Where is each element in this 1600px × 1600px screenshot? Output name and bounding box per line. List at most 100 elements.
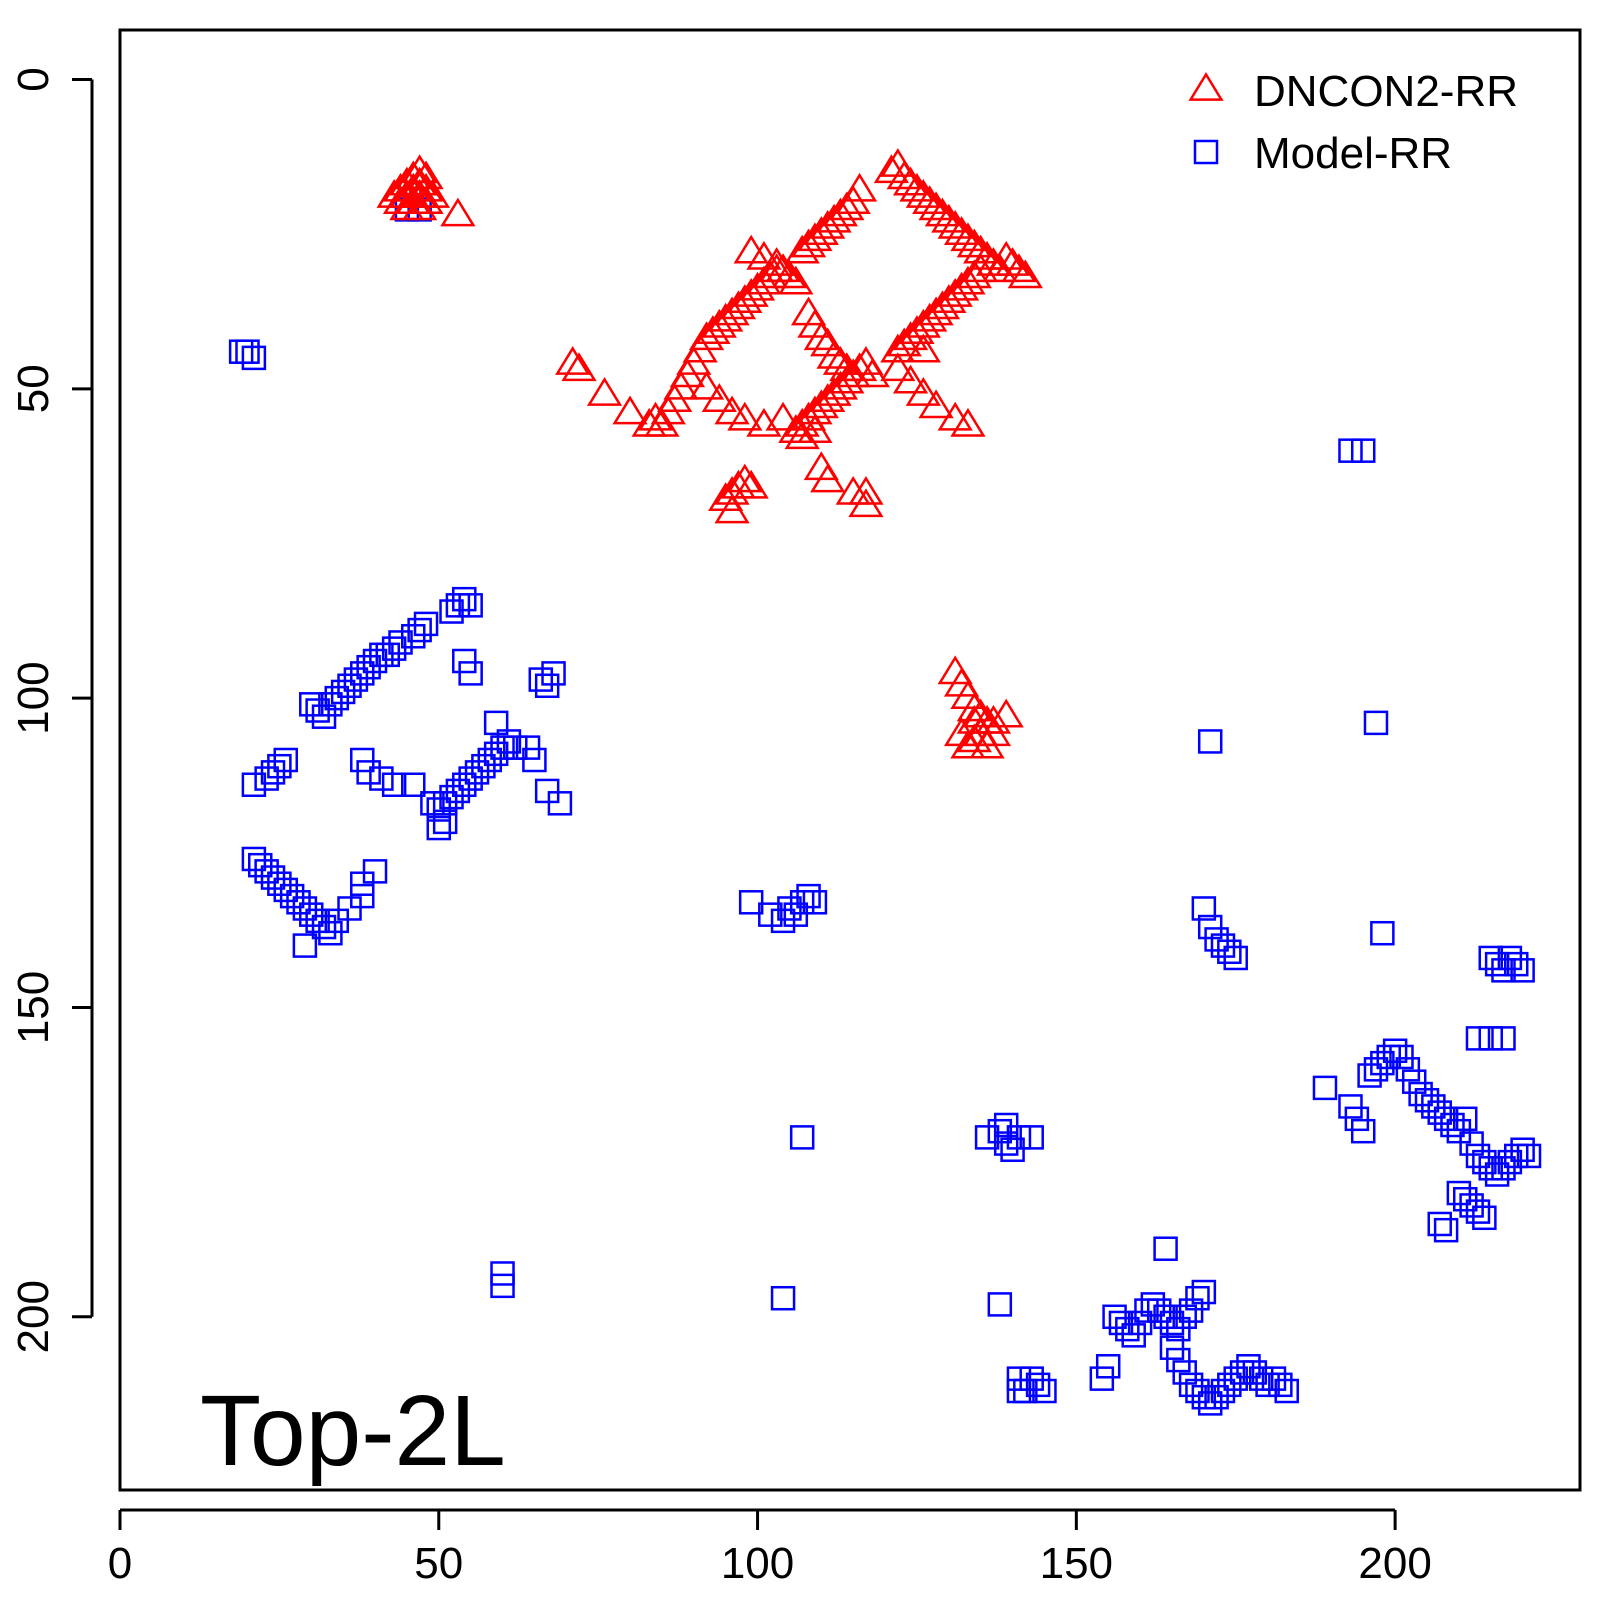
model-point <box>1242 1360 1268 1385</box>
model-point <box>254 859 279 884</box>
axes: 0 50 100 150 200 0 50 100 150 200 <box>9 67 1432 1588</box>
legend-triangle-icon <box>1188 71 1224 101</box>
dncon2-point <box>892 166 929 196</box>
model-point <box>1389 1044 1414 1070</box>
dncon2-point <box>803 321 839 351</box>
model-point <box>343 667 369 692</box>
model-point <box>1363 1057 1389 1082</box>
dncon2-point <box>816 339 852 369</box>
model-point <box>1223 1366 1248 1391</box>
model-point <box>1140 1292 1166 1317</box>
model-point <box>1223 945 1248 971</box>
model-point <box>1146 1298 1172 1323</box>
model-point <box>1134 1298 1159 1323</box>
dncon2-point <box>975 717 1012 747</box>
dncon2-point <box>905 376 941 406</box>
dncon2-point <box>924 197 961 227</box>
model-point <box>305 698 330 723</box>
model-point <box>770 1285 796 1311</box>
model-point <box>362 859 388 884</box>
model-point <box>496 729 522 754</box>
model-point <box>522 747 547 773</box>
model-point <box>337 673 362 699</box>
model-point <box>1497 945 1523 971</box>
model-point <box>541 661 566 686</box>
dncon2-point <box>688 370 725 400</box>
dncon2-point <box>956 228 992 258</box>
model-point <box>490 1261 515 1286</box>
model-point <box>1427 1211 1452 1237</box>
dncon2-point <box>765 401 801 431</box>
legend-square-icon <box>1193 139 1219 165</box>
model-point <box>1019 1366 1044 1391</box>
panel-annotation: Top-2L <box>200 1375 506 1487</box>
x-tick-label: 0 <box>108 1539 132 1588</box>
model-point <box>974 1125 1000 1150</box>
model-point <box>1357 1063 1382 1088</box>
model-point <box>273 747 299 773</box>
model-point <box>1421 1094 1446 1119</box>
model-point <box>1344 1106 1370 1132</box>
model-point <box>286 890 311 915</box>
y-tick-label: 100 <box>9 661 58 734</box>
y-tick-label: 200 <box>9 1280 58 1353</box>
model-point <box>381 636 407 661</box>
dncon2-point <box>555 346 591 375</box>
model-point <box>547 791 573 816</box>
model-point <box>324 685 350 711</box>
x-tick-label: 150 <box>1040 1539 1113 1588</box>
model-point <box>350 883 375 909</box>
model-point <box>273 877 299 903</box>
dncon2-point <box>937 209 973 239</box>
dncon2-point <box>994 247 1031 276</box>
model-point <box>534 673 560 699</box>
model-point <box>1197 1391 1223 1416</box>
model-point <box>1006 1125 1032 1150</box>
dncon2-point <box>727 463 763 493</box>
model-point <box>464 760 490 785</box>
dncon2-point <box>810 463 846 493</box>
model-point <box>1121 1323 1146 1348</box>
dncon2-point <box>880 352 916 382</box>
dncon2-point <box>854 358 890 388</box>
dncon2-point <box>414 179 451 208</box>
model-point <box>534 778 560 804</box>
model-point <box>1204 1384 1229 1410</box>
model-point <box>311 704 337 729</box>
model-point <box>796 883 821 909</box>
model-point <box>1191 896 1217 921</box>
dncon2-point <box>899 172 935 202</box>
model-point <box>1191 1384 1217 1410</box>
model-point <box>1484 951 1510 977</box>
model-point <box>1433 1217 1459 1243</box>
model-point <box>1185 1285 1210 1311</box>
model-point <box>1433 1106 1459 1132</box>
dncon2-point <box>963 234 999 264</box>
dncon2-point <box>988 240 1024 270</box>
dncon2-point <box>829 191 865 221</box>
model-point <box>1376 1044 1401 1070</box>
model-point <box>228 339 254 364</box>
dncon2-point <box>1007 259 1043 289</box>
model-point <box>1472 1149 1497 1175</box>
model-point <box>1172 1304 1197 1330</box>
model-point <box>362 648 388 674</box>
model-point <box>789 1125 815 1150</box>
model-point <box>1229 1360 1255 1385</box>
dncon2-point <box>841 172 878 202</box>
model-point <box>993 1131 1019 1156</box>
model-point <box>401 772 426 797</box>
model-point <box>1025 1372 1051 1398</box>
model-point <box>452 648 477 674</box>
model-point <box>1102 1304 1127 1330</box>
model-point <box>1191 1279 1217 1305</box>
model-point <box>369 766 394 791</box>
dncon2-point <box>950 407 986 437</box>
model-point <box>413 611 439 637</box>
model-point <box>1166 1347 1191 1373</box>
model-point <box>1210 933 1236 958</box>
dncon2-point <box>912 185 948 215</box>
model-point <box>490 735 515 760</box>
dncon2-point <box>905 179 941 208</box>
dncon2-point <box>701 383 737 413</box>
